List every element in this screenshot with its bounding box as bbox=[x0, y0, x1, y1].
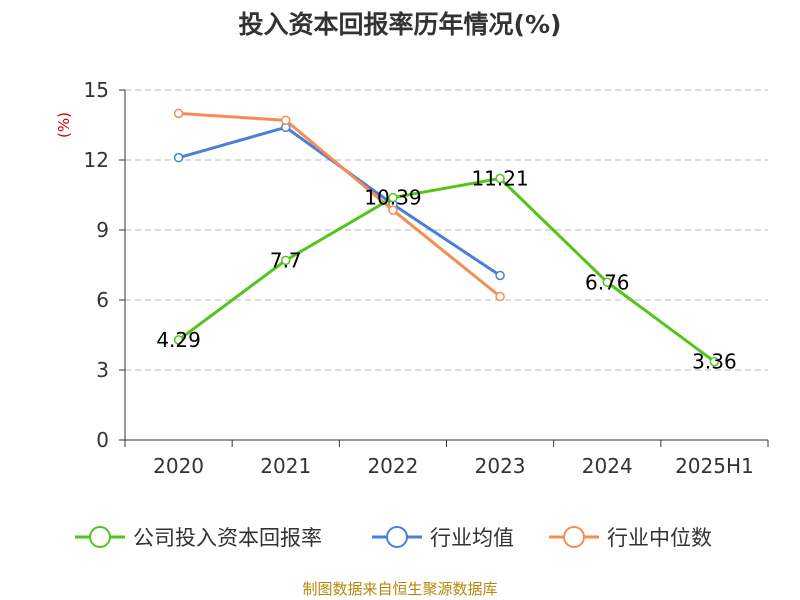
x-tick-label: 2024 bbox=[582, 454, 633, 478]
legend-marker bbox=[386, 526, 408, 548]
y-axis-unit-label: (%) bbox=[55, 112, 73, 138]
x-tick-label: 2021 bbox=[260, 454, 311, 478]
legend-label: 行业均值 bbox=[430, 526, 514, 550]
axes: 0 3 6 9 12 15 2020 2021 2022 2023 2024 2025H1 bbox=[84, 78, 769, 478]
data-point bbox=[173, 152, 184, 163]
data-point bbox=[388, 205, 398, 215]
data-point bbox=[173, 108, 184, 119]
source-note: 制图数据来自恒生聚源数据库 bbox=[302, 580, 497, 598]
data-point bbox=[281, 255, 291, 266]
data-point bbox=[709, 356, 720, 367]
legend-marker bbox=[563, 526, 585, 548]
data-label: 4.29 bbox=[156, 328, 201, 352]
data-point bbox=[495, 291, 505, 302]
x-tick-label: 2025H1 bbox=[675, 454, 754, 478]
data-label: 11.21 bbox=[471, 166, 528, 190]
series-line bbox=[178, 125, 501, 277]
data-point bbox=[388, 192, 398, 203]
data-point bbox=[495, 270, 505, 281]
y-tick-label: 9 bbox=[96, 218, 109, 242]
grid-lines bbox=[125, 89, 768, 371]
series-line bbox=[178, 111, 502, 298]
x-tick-label: 2022 bbox=[367, 454, 418, 478]
data-point bbox=[281, 115, 291, 126]
legend-label: 行业中位数 bbox=[607, 526, 712, 550]
x-tick-label: 2023 bbox=[475, 454, 526, 478]
data-labels: 4.29 7.7 10.39 11.21 6.76 3.36 bbox=[156, 166, 736, 373]
chart-title: 投入资本回报率历年情况(%) bbox=[239, 10, 562, 39]
data-label: 10.39 bbox=[364, 186, 421, 210]
data-label: 6.76 bbox=[585, 270, 630, 294]
y-tick-label: 15 bbox=[84, 78, 109, 102]
data-point bbox=[495, 173, 505, 184]
series-line bbox=[177, 176, 716, 363]
y-tick-label: 6 bbox=[96, 288, 109, 312]
series-lines bbox=[173, 108, 720, 367]
legend-marker bbox=[89, 526, 111, 548]
data-point bbox=[602, 277, 612, 288]
data-label: 7.7 bbox=[270, 248, 302, 272]
data-point bbox=[173, 335, 184, 345]
x-tick-label: 2020 bbox=[153, 454, 204, 478]
y-tick-label: 0 bbox=[96, 428, 109, 452]
data-label: 3.36 bbox=[692, 350, 737, 374]
y-tick-label: 12 bbox=[84, 148, 109, 172]
legend: 公司投入资本回报率 行业均值 行业中位数 bbox=[75, 526, 712, 550]
legend-label: 公司投入资本回报率 bbox=[133, 526, 322, 550]
y-tick-label: 3 bbox=[96, 358, 109, 382]
